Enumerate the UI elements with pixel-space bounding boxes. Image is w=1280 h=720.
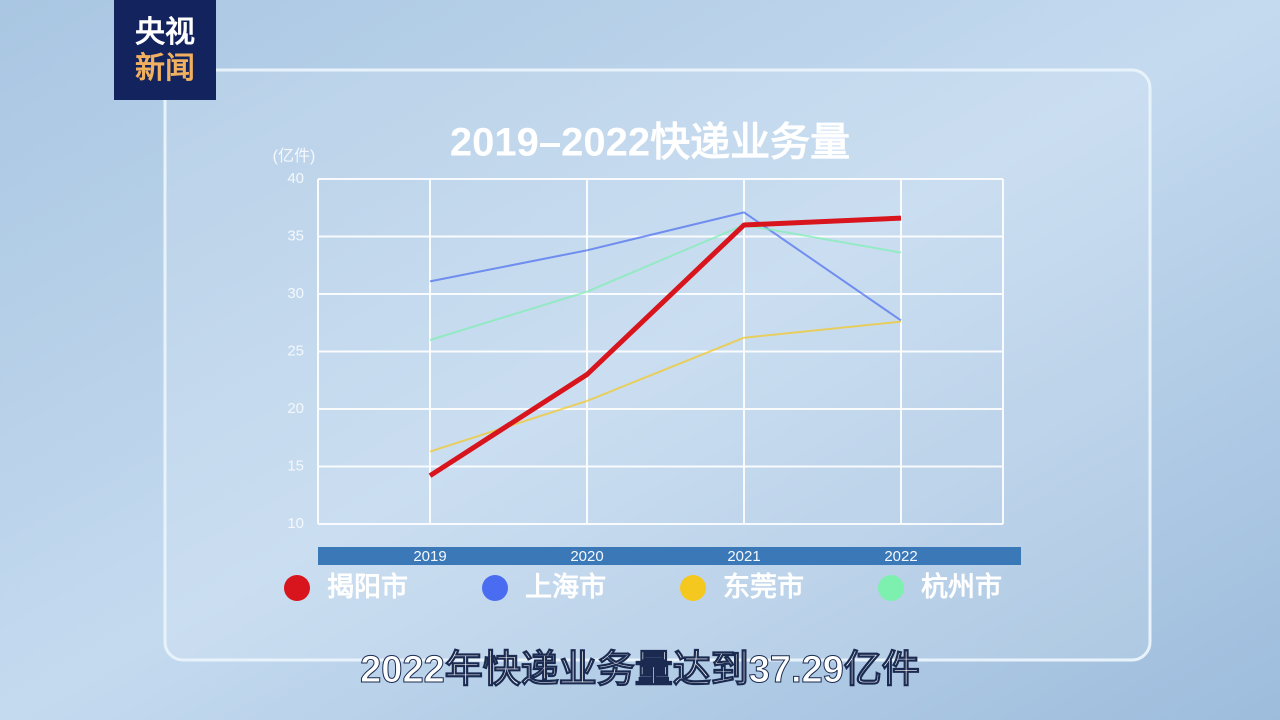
caption: 2022年快递业务量达到37.29亿件: [360, 649, 920, 691]
x-tick-label: 2020: [570, 548, 603, 565]
x-axis-bar: [318, 547, 1021, 565]
x-tick-label: 2019: [413, 548, 446, 565]
legend-label: 东莞市: [723, 571, 804, 602]
legend-marker: [680, 575, 706, 601]
y-tick-label: 15: [287, 457, 304, 474]
legend-marker: [284, 575, 310, 601]
legend-label: 上海市: [525, 571, 606, 602]
y-tick-label: 10: [287, 515, 304, 532]
y-tick-label: 35: [287, 227, 304, 244]
line: [429, 211, 902, 322]
y-tick-label: 40: [287, 170, 304, 187]
logo-text: 新闻: [135, 52, 195, 85]
x-tick-label: 2022: [884, 548, 917, 565]
chart-title: 2019–2022快递业务量: [450, 121, 850, 165]
y-tick-label: 25: [287, 342, 304, 359]
legend-label: 杭州市: [921, 571, 1002, 602]
y-tick-label: 30: [287, 285, 304, 302]
logo-box: [114, 0, 216, 100]
panel: [163, 68, 1152, 662]
line: [428, 215, 902, 478]
logo-text: 央视: [135, 16, 195, 49]
y-axis-label: (亿件): [273, 147, 316, 165]
legend-label: 揭阳市: [327, 571, 408, 602]
y-tick-label: 20: [287, 400, 304, 417]
legend-marker: [878, 575, 904, 601]
legend-marker: [482, 575, 508, 601]
x-tick-label: 2021: [727, 548, 760, 565]
line: [429, 224, 902, 341]
